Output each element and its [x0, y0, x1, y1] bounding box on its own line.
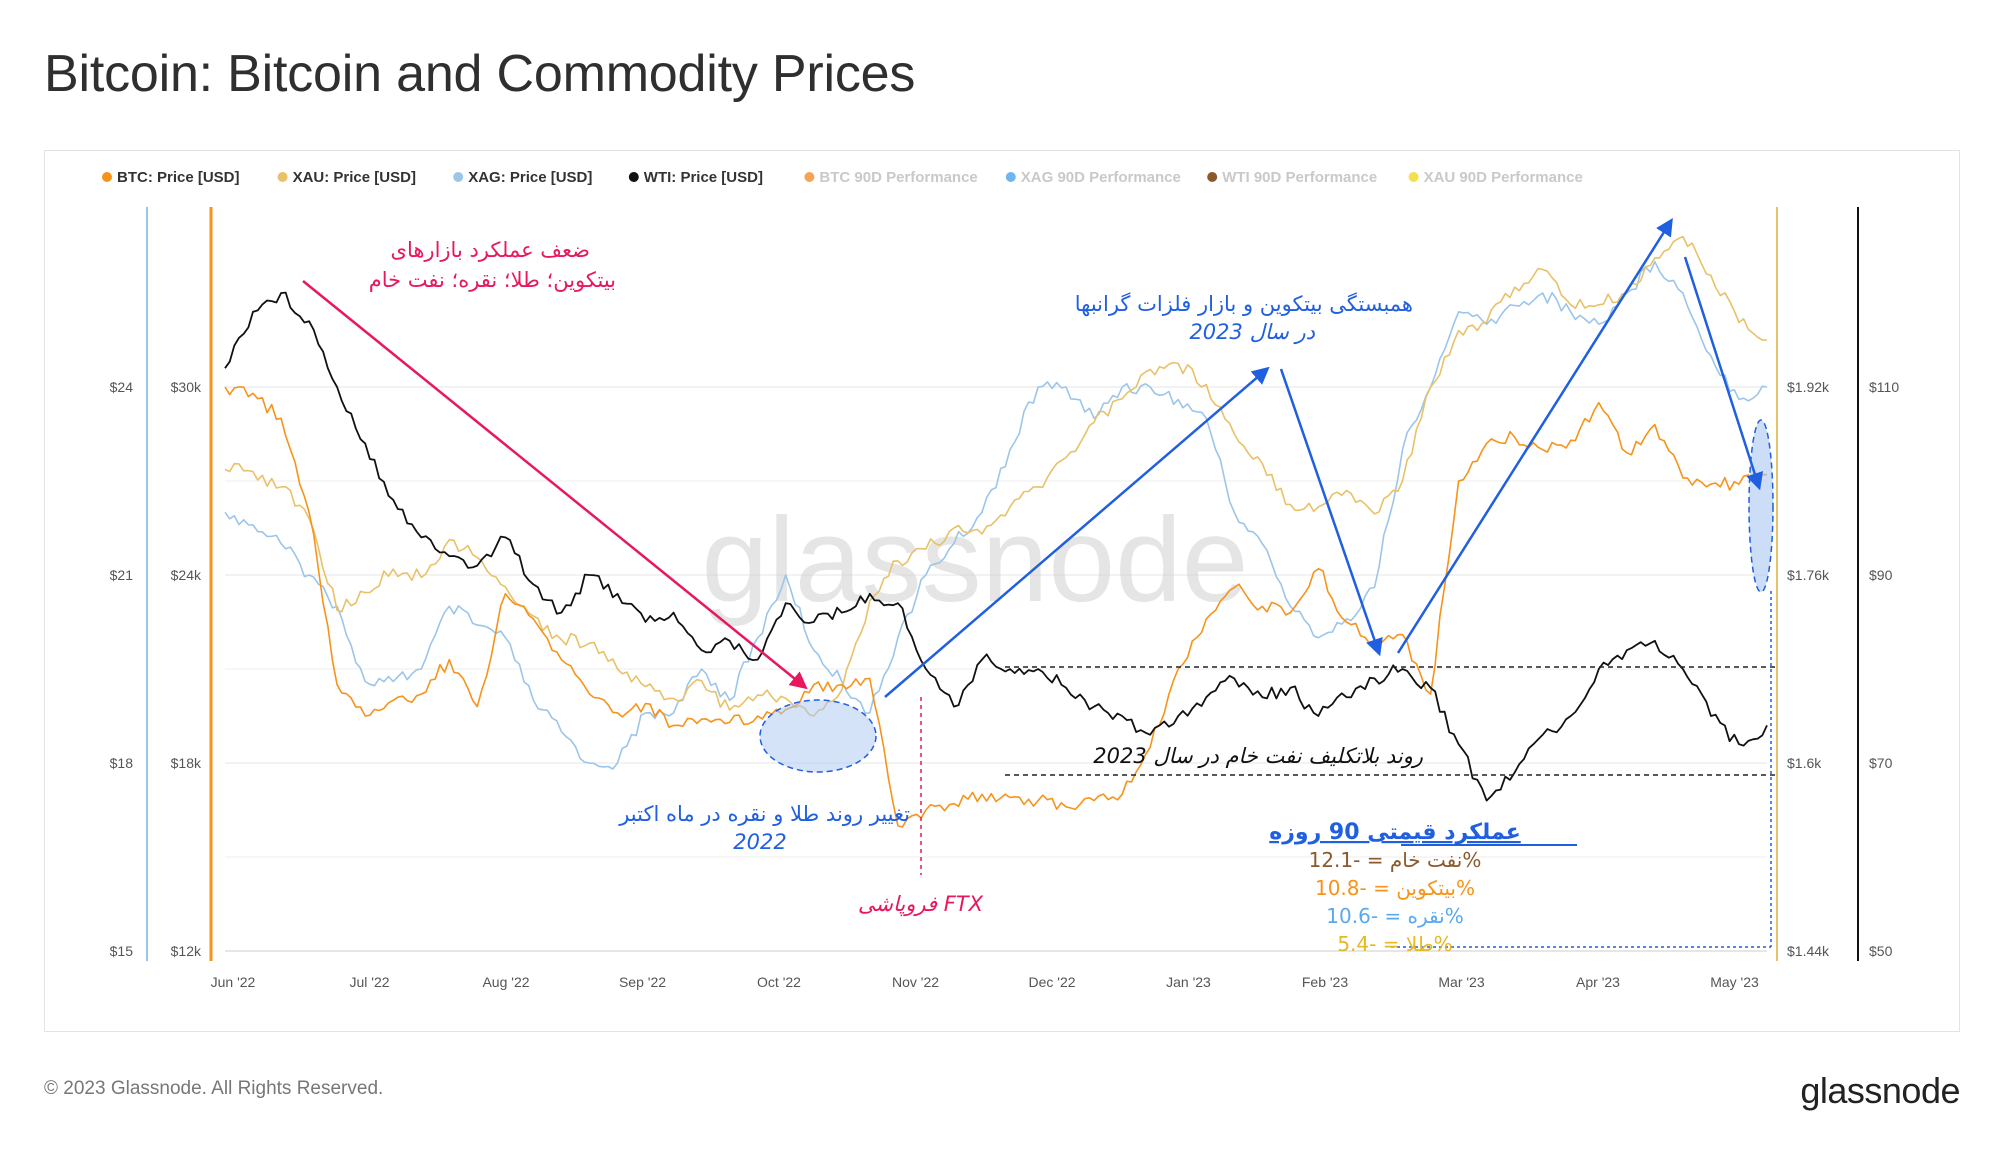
x-tick-label: Jul '22 [349, 974, 389, 990]
legend-item-4[interactable]: BTC 90D Performance [804, 169, 978, 186]
legend-label: WTI 90D Performance [1222, 169, 1377, 186]
correlation-arrow-1 [1279, 368, 1383, 657]
legend-label: WTI: Price [USD] [644, 169, 763, 186]
series-xag [224, 260, 1768, 770]
legend-dot [1005, 172, 1016, 182]
correlation-label-1: همبستگی بیتکوین و بازار فلزات گرانبها [1075, 292, 1413, 316]
wti_right-tick: $110 [1869, 379, 1899, 395]
legend-label: XAU 90D Performance [1424, 169, 1583, 186]
xau_right-tick: $1.44k [1787, 943, 1830, 959]
series-btc [224, 386, 1767, 828]
glassnode-logo[interactable]: glassnode [1800, 1070, 1960, 1111]
xau_right-tick: $1.6k [1787, 755, 1822, 771]
btc_left-tick: $24k [171, 567, 202, 583]
correlation-arrow-0 [884, 366, 1270, 698]
x-tick-label: Jun '22 [211, 974, 256, 990]
series-wti [224, 291, 1768, 802]
xag_left-tick: $24 [110, 379, 134, 395]
legend-dot [628, 172, 639, 182]
legend-item-3[interactable]: WTI: Price [USD] [628, 169, 763, 186]
xag_left-tick: $21 [110, 567, 134, 583]
series-xau [224, 235, 1768, 717]
gold-silver-change-label-1: تغییر روند طلا و نقره در ماه اکتبر [618, 802, 910, 826]
legend-dot [1207, 172, 1218, 182]
legend-label: XAU: Price [USD] [293, 169, 416, 186]
perf-btc: بیتکوین = -10.8% [1315, 876, 1475, 900]
legend-dot [102, 172, 112, 182]
xag_left-tick: $15 [110, 943, 134, 959]
wti_right-tick: $70 [1869, 755, 1893, 771]
legend-dot [453, 172, 464, 182]
legend-label: XAG: Price [USD] [468, 169, 592, 186]
price-chart: BTC: Price [USD] XAU: Price [USD] XAG: Pri… [102, 169, 1899, 990]
x-tick-label: Sep '22 [619, 974, 666, 990]
perf-header: عملکرد قیمتی 90 روزه [1269, 820, 1521, 845]
x-tick-label: Mar '23 [1438, 974, 1484, 990]
x-tick-label: May '23 [1710, 974, 1759, 990]
x-tick-label: Apr '23 [1576, 974, 1620, 990]
weak-perf-label-1: ضعف عملکرد بازارهای [391, 238, 590, 262]
copyright: © 2023 Glassnode. All Rights Reserved. [44, 1078, 384, 1099]
series-layer [224, 235, 1768, 828]
legend-label: XAG 90D Performance [1021, 169, 1181, 186]
downtrend-arrow [302, 280, 808, 690]
legend-item-1[interactable]: XAU: Price [USD] [277, 169, 416, 186]
x-tick-label: Oct '22 [757, 974, 801, 990]
legend-dot [277, 172, 288, 182]
btc_left-tick: $12k [171, 943, 202, 959]
legend-item-5[interactable]: XAG 90D Performance [1005, 169, 1181, 186]
legend-label: BTC 90D Performance [819, 169, 977, 186]
annotation-text-layer: ضعف عملکرد بازارهای بیتکوین؛ طلا؛ نقره؛ … [369, 238, 1521, 956]
legend-label: BTC: Price [USD] [117, 169, 240, 186]
annotation-layer [302, 218, 1775, 948]
weak-perf-label-2: بیتکوین؛ طلا؛ نقره؛ نفت خام [369, 268, 616, 292]
x-tick-label: Feb '23 [1302, 974, 1348, 990]
legend-dot [1408, 172, 1419, 182]
xau_right-tick: $1.92k [1787, 379, 1830, 395]
perf-xag: نقره = -10.6% [1326, 904, 1463, 928]
legend-dot [804, 172, 815, 182]
wti_right-tick: $90 [1869, 567, 1893, 583]
xag_left-tick: $18 [110, 755, 134, 771]
axes: $15 $18 $21 $24 $12k $18k $24k $30k $1.44k $1.6k $… [110, 207, 1899, 990]
x-tick-label: Dec '22 [1028, 974, 1075, 990]
end-ellipse [1748, 419, 1774, 593]
oct-ellipse [759, 699, 877, 773]
legend-item-0[interactable]: BTC: Price [USD] [102, 169, 240, 186]
legend: BTC: Price [USD] XAU: Price [USD] XAG: Pri… [102, 169, 1583, 186]
chart-panel: BTC: Price [USD] XAU: Price [USD] XAG: Pri… [44, 150, 1960, 1032]
oil-range-label: روند بلاتکلیف نفت خام در سال 2023 [1093, 744, 1423, 769]
perf-xau: طلا = -5.4% [1337, 932, 1452, 956]
perf-wti: نفت خام = -12.1% [1309, 848, 1482, 872]
watermark: glassnode [701, 493, 1248, 627]
gold-silver-change-label-2: 2022 [733, 830, 786, 854]
correlation-arrow-3 [1683, 256, 1764, 491]
correlation-label-2: در سال 2023 [1189, 320, 1315, 345]
page-title: Bitcoin: Bitcoin and Commodity Prices [44, 45, 916, 103]
wti_right-tick: $50 [1869, 943, 1893, 959]
x-tick-label: Nov '22 [892, 974, 939, 990]
btc_left-tick: $30k [171, 379, 202, 395]
xau_right-tick: $1.76k [1787, 567, 1830, 583]
ftx-label: فروپاشی FTX [858, 892, 984, 917]
legend-item-7[interactable]: XAU 90D Performance [1408, 169, 1583, 186]
legend-item-6[interactable]: WTI 90D Performance [1207, 169, 1377, 186]
x-tick-label: Aug '22 [482, 974, 529, 990]
btc_left-tick: $18k [171, 755, 202, 771]
correlation-arrow-2 [1396, 218, 1673, 654]
legend-item-2[interactable]: XAG: Price [USD] [453, 169, 592, 186]
grid [225, 386, 1767, 952]
x-tick-label: Jan '23 [1166, 974, 1211, 990]
